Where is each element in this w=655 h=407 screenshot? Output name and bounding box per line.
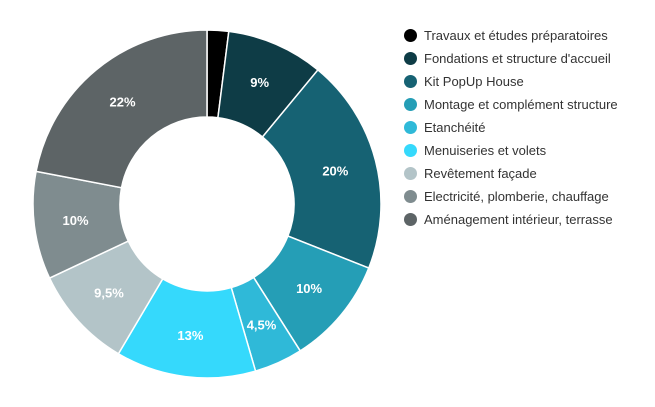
legend-item[interactable]: Kit PopUp House — [404, 73, 644, 90]
legend-label: Kit PopUp House — [424, 74, 524, 89]
legend-item[interactable]: Aménagement intérieur, terrasse — [404, 211, 644, 228]
legend-swatch — [404, 167, 417, 180]
slice-data-label: 13% — [177, 328, 203, 343]
legend-swatch — [404, 98, 417, 111]
legend-label: Menuiseries et volets — [424, 143, 547, 158]
legend-label: Travaux et études préparatoires — [424, 28, 608, 43]
legend-label: Fondations et structure d'accueil — [424, 51, 611, 66]
legend-swatch — [404, 144, 417, 157]
slice-data-label: 10% — [296, 281, 322, 296]
donut-slices — [32, 29, 382, 379]
chart-legend: Travaux et études préparatoires Fondation… — [404, 27, 644, 234]
donut-slice-3 — [261, 68, 382, 270]
slice-data-label: 22% — [110, 94, 136, 109]
legend-label: Electricité, plomberie, chauffage — [424, 189, 609, 204]
legend-swatch — [404, 29, 417, 42]
legend-swatch — [404, 190, 417, 203]
legend-item[interactable]: Etanchéité — [404, 119, 644, 136]
slice-data-label: 10% — [63, 213, 89, 228]
legend-swatch — [404, 75, 417, 88]
legend-swatch — [404, 52, 417, 65]
legend-label: Revêtement façade — [424, 166, 537, 181]
donut-data-labels: 9% 20% 10% 4,5% 13% 9,5% 10% 22% — [63, 75, 349, 343]
slice-data-label: 9,5% — [94, 286, 124, 301]
legend-item[interactable]: Fondations et structure d'accueil — [404, 50, 644, 67]
legend-label: Aménagement intérieur, terrasse — [424, 212, 613, 227]
slice-data-label: 20% — [322, 164, 348, 179]
legend-item[interactable]: Electricité, plomberie, chauffage — [404, 188, 644, 205]
slice-data-label: 4,5% — [247, 317, 277, 332]
donut-slice-9 — [35, 29, 208, 189]
legend-item[interactable]: Travaux et études préparatoires — [404, 27, 644, 44]
legend-swatch — [404, 213, 417, 226]
legend-label: Etanchéité — [424, 120, 486, 135]
legend-swatch — [404, 121, 417, 134]
slice-data-label: 9% — [250, 75, 269, 90]
legend-item[interactable]: Revêtement façade — [404, 165, 644, 182]
legend-label: Montage et complément structure — [424, 97, 618, 112]
legend-item[interactable]: Menuiseries et volets — [404, 142, 644, 159]
legend-item[interactable]: Montage et complément structure — [404, 96, 644, 113]
